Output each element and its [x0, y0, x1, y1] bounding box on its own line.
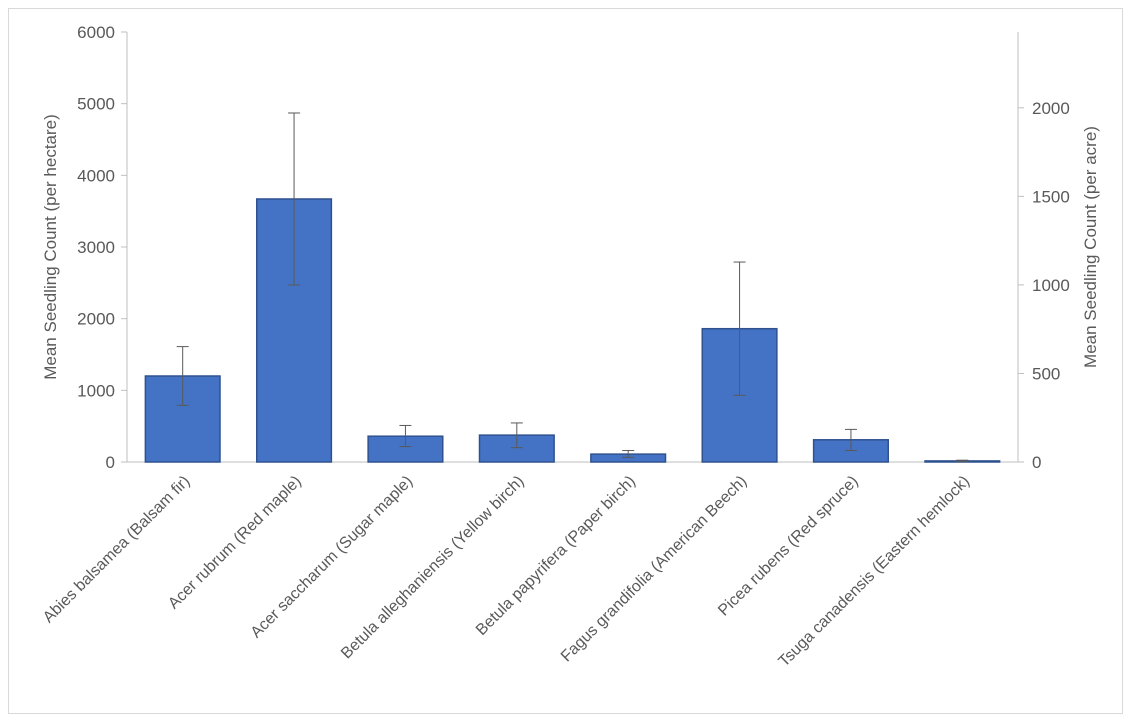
error-bar — [288, 112, 301, 286]
error-bar — [510, 422, 523, 449]
error-bars — [176, 112, 969, 463]
left-tick-label: 4000 — [77, 166, 115, 185]
left-tick-label: 0 — [106, 453, 115, 472]
category-label: Fagus grandifolia (American Beech) — [558, 473, 750, 665]
right-y-axis: 0 500 1000 1500 2000 — [1017, 32, 1070, 472]
category-label: Tsuga canadensis (Eastern hemlock) — [776, 473, 974, 671]
error-bar — [399, 424, 412, 448]
left-tick-label: 5000 — [77, 95, 115, 114]
error-bar — [622, 450, 635, 458]
category-label: Betula alleghaniensis (Yellow birch) — [338, 473, 528, 663]
category-label: Acer rubrum (Red maple) — [165, 473, 305, 613]
right-tick-label: 1000 — [1032, 276, 1070, 295]
error-bar — [844, 428, 857, 452]
left-tick-label: 2000 — [77, 310, 115, 329]
error-bar — [733, 261, 746, 396]
right-tick-label: 500 — [1032, 364, 1060, 383]
right-axis-title: Mean Seedling Count (per acre) — [1081, 126, 1100, 368]
left-axis-title: Mean Seedling Count (per hectare) — [41, 114, 60, 380]
bars — [144, 198, 1001, 463]
error-bar — [176, 346, 189, 406]
right-tick-label: 1500 — [1032, 187, 1070, 206]
left-tick-label: 1000 — [77, 381, 115, 400]
left-tick-label: 6000 — [77, 23, 115, 42]
category-labels: Abies balsamea (Balsam fir)Acer rubrum (… — [40, 473, 973, 671]
right-tick-label: 0 — [1032, 453, 1041, 472]
error-bar — [956, 459, 969, 463]
right-tick-label: 2000 — [1032, 99, 1070, 118]
left-tick-label: 3000 — [77, 238, 115, 257]
chart-frame — [8, 8, 1123, 714]
